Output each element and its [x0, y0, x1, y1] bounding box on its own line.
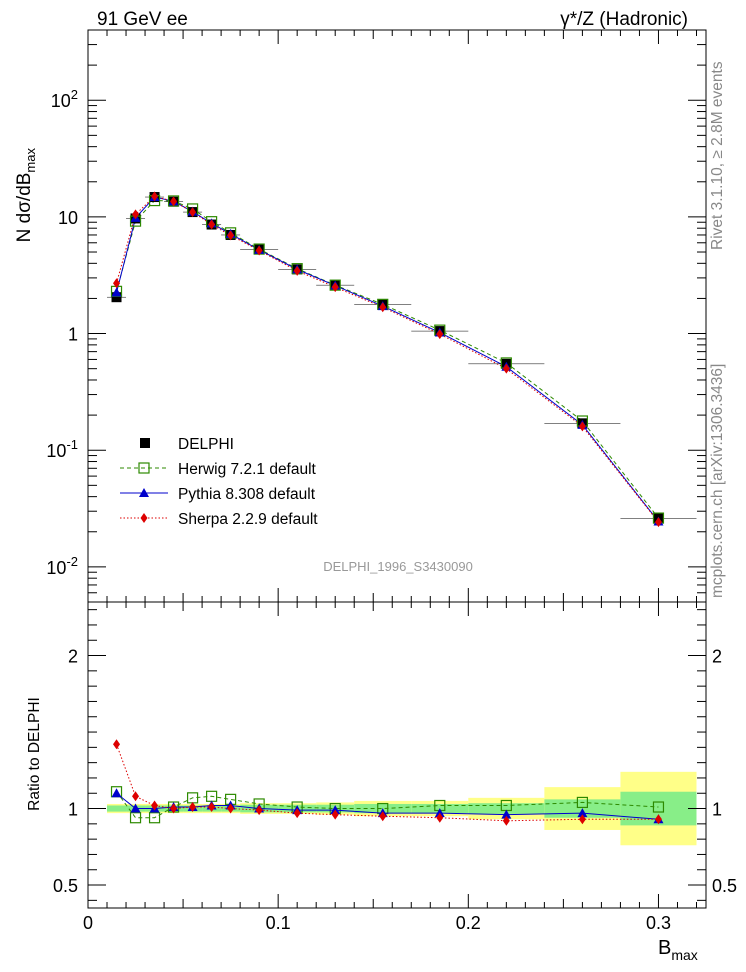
ratio-point-1 [577, 808, 588, 818]
ratio-point-0 [576, 796, 589, 809]
ratio-point-2 [208, 802, 216, 813]
data-point [111, 292, 122, 303]
series-point-2 [208, 219, 216, 230]
ratio-point-2 [113, 739, 121, 750]
ratio-point-1 [501, 809, 512, 819]
series-point-2 [502, 363, 510, 374]
series-point-2 [170, 196, 178, 207]
ratio-point-1 [330, 805, 341, 815]
ratio-plot-frame [87, 601, 707, 909]
ratio-point-2 [170, 803, 178, 814]
ratio-point-2 [293, 808, 301, 819]
ratio-point-0 [129, 812, 142, 824]
axis-ticks [87, 29, 706, 908]
series-point-2 [654, 517, 662, 528]
ratio-point-2 [132, 791, 140, 802]
series-point-2 [113, 278, 121, 289]
mcplots-label: mcplots.cern.ch [arXiv:1306.3436] [709, 364, 726, 598]
ratio-y-tick-label-right: 0.5 [712, 876, 737, 896]
ratio-point-2 [331, 809, 339, 820]
legend-marker-data [140, 438, 150, 448]
main-y-axis-label: N dσ/dBmax [14, 148, 38, 243]
legend-label-data: DELPHI [178, 436, 234, 453]
legend-label-2: Sherpa 2.2.9 default [178, 511, 318, 528]
legend-label-0: Herwig 7.2.1 default [178, 461, 317, 478]
legend-marker-0 [138, 462, 150, 474]
ratio-point-2 [227, 803, 235, 814]
x-tick-label: 0.1 [266, 913, 291, 933]
legend: DELPHI Herwig 7.2.1 default Pythia 8.308 d… [120, 436, 318, 528]
series-point-2 [578, 421, 586, 432]
series-point-2 [379, 302, 387, 313]
series-point-2 [293, 265, 301, 276]
header-left-label: 91 GeV ee [97, 9, 188, 30]
x-tick-label: 0.3 [646, 913, 671, 933]
main-y-axis-label-text: N dσ/dBmax [14, 148, 38, 243]
ratio-point-1 [434, 808, 445, 818]
ratio-point-2 [654, 814, 662, 825]
ratio-y-tick-label-right: 1 [712, 800, 722, 820]
series-point-2 [132, 209, 140, 220]
y-tick-label: 10-1 [46, 437, 78, 461]
ratio-point-0 [148, 812, 161, 824]
ratio-y-axis-label: Ratio to DELPHI [26, 697, 43, 811]
analysis-watermark: DELPHI_1996_S3430090 [323, 559, 473, 574]
y-tick-label: 1 [68, 325, 78, 345]
ratio-point-1 [130, 803, 141, 813]
series-point-2 [151, 191, 159, 202]
series-point-2 [331, 282, 339, 293]
legend-marker-1 [139, 488, 149, 497]
x-axis-label: Bmax [658, 937, 698, 963]
ratio-y-tick-label: 1 [68, 800, 78, 820]
rivet-label: Rivet 3.1.10, ≥ 2.8M events [709, 61, 726, 250]
series-point-1 [111, 287, 122, 297]
series-point-2 [436, 329, 444, 340]
ratio-y-tick-label: 0.5 [53, 876, 78, 896]
ratio-band-inner [107, 805, 127, 812]
ratio-point-2 [151, 800, 159, 811]
y-tick-label: 10 [58, 208, 78, 228]
x-tick-label: 0.2 [456, 913, 481, 933]
ratio-band-inner [468, 803, 545, 814]
series-point-2 [189, 207, 197, 218]
axis-tick-labels: 0 0.1 0.2 0.3 10-2 10-1 1 10 102 0.5 0.5 1 1 2 2 [46, 87, 737, 933]
ratio-y-tick-label: 2 [68, 647, 78, 667]
ratio-point-1 [111, 788, 122, 798]
y-tick-label: 10-2 [46, 554, 78, 578]
x-axis-label-text: Bmax [658, 937, 698, 963]
ratio-point-2 [502, 815, 510, 826]
ratio-point-2 [255, 805, 263, 816]
ratio-plot-series [110, 739, 665, 826]
header-right-label: γ*/Z (Hadronic) [560, 9, 688, 30]
ratio-point-0 [652, 801, 665, 813]
ratio-point-2 [189, 802, 197, 813]
series-point-2 [227, 230, 235, 241]
ratio-point-2 [436, 812, 444, 823]
legend-marker-2 [140, 513, 148, 523]
legend-label-1: Pythia 8.308 default [178, 486, 316, 503]
y-tick-label: 102 [51, 87, 78, 111]
ratio-point-2 [379, 811, 387, 822]
main-plot-series [107, 191, 697, 528]
ratio-point-2 [578, 814, 586, 825]
series-point-2 [255, 245, 263, 256]
ratio-y-tick-label-right: 2 [712, 647, 722, 667]
x-tick-label: 0 [83, 913, 93, 933]
ratio-line-2 [116, 744, 659, 822]
